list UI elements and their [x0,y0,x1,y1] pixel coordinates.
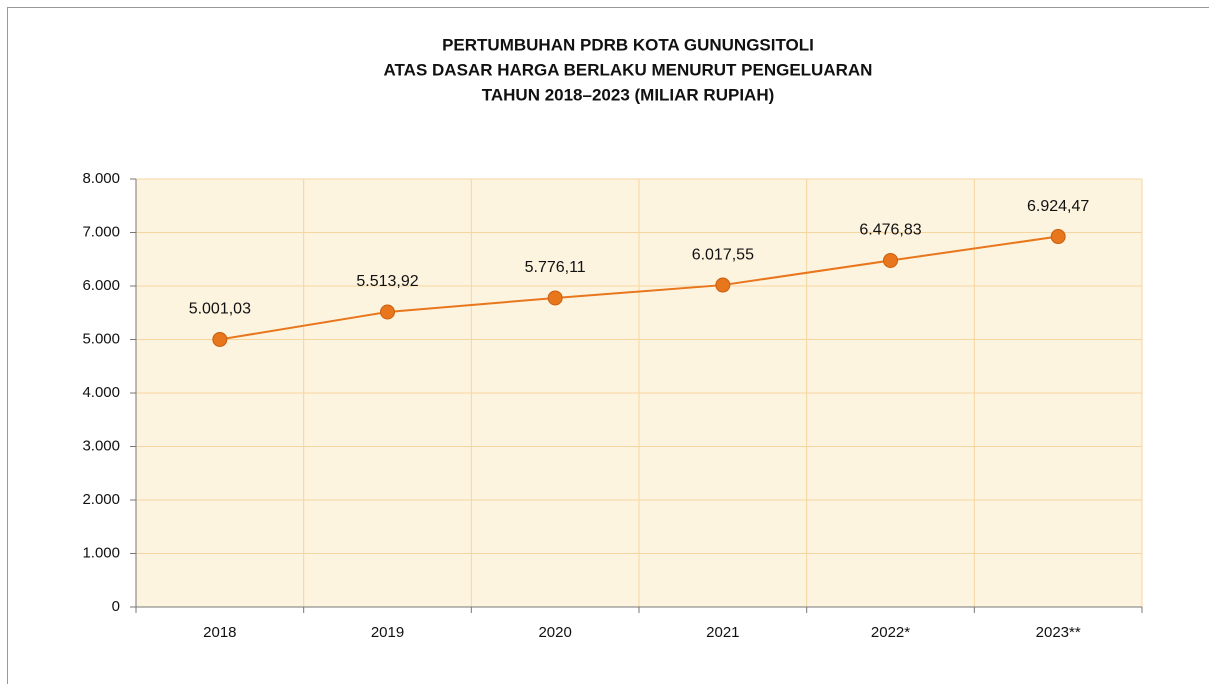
data-label: 5.513,92 [356,273,418,290]
marker [1050,229,1066,245]
y-tick-label: 8.000 [82,170,120,187]
x-tick-label: 2018 [203,624,236,641]
y-tick-label: 7.000 [82,223,120,240]
marker [380,304,395,320]
y-tick-label: 1.000 [82,544,120,561]
chart-title: ATAS DASAR HARGA BERLAKU MENURUT PENGELU… [384,60,873,79]
marker [715,277,731,293]
data-label: 5.001,03 [189,301,251,318]
x-tick-label: 2020 [538,624,571,641]
data-label: 5.776,11 [525,259,586,276]
data-label: 6.476,83 [859,222,921,239]
marker [212,331,228,347]
frame [7,7,1209,684]
marker [547,290,563,306]
data-label: 6.924,47 [1027,198,1089,215]
y-tick-label: 0 [112,598,120,615]
x-tick-label: 2019 [371,624,404,641]
line [219,235,1059,341]
y-tick-label: 6.000 [82,277,120,294]
y-tick-label: 5.000 [82,330,120,347]
chart-title: TAHUN 2018–2023 (MILIAR RUPIAH) [482,85,775,104]
y-tick-label: 2.000 [82,491,120,508]
marker [883,252,898,268]
x-tick-label: 2022* [871,624,910,641]
y-tick-label: 4.000 [82,384,120,401]
x-tick-label: 2021 [706,624,739,641]
chart-title: PERTUMBUHAN PDRB KOTA GUNUNGSITOLI [442,35,814,54]
data-label: 6.017,55 [692,246,754,263]
y-tick-label: 3.000 [82,437,120,454]
x-tick-label: 2023** [1036,624,1081,641]
